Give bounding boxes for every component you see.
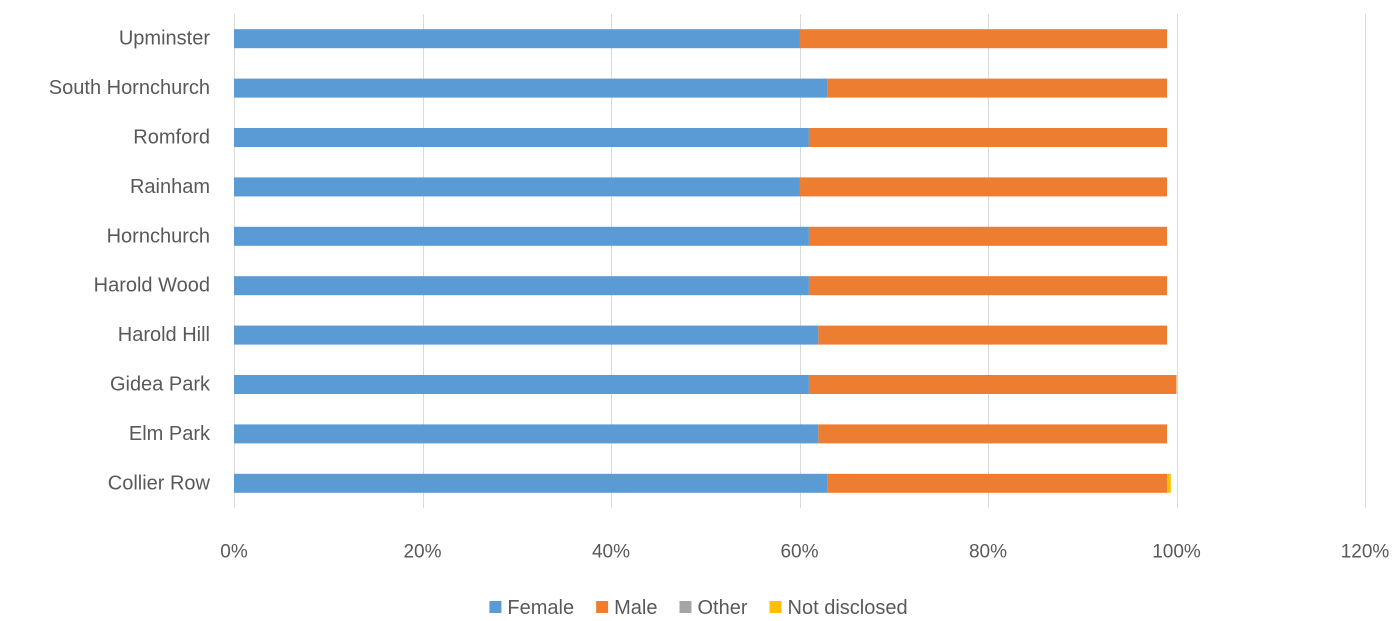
category-label: Gidea Park bbox=[110, 374, 211, 396]
bar-segment-male bbox=[808, 226, 1168, 246]
legend: Female Male Other Not disclosed bbox=[489, 597, 908, 619]
bar-segment-female bbox=[234, 473, 828, 493]
category-label: Romford bbox=[133, 127, 210, 149]
bar-segment-male bbox=[827, 78, 1168, 98]
bar-segment-female bbox=[234, 276, 809, 296]
category-label: Hornchurch bbox=[107, 225, 210, 247]
category-label: South Hornchurch bbox=[49, 77, 210, 99]
bar-segment-male bbox=[827, 473, 1168, 493]
bar-segment-female bbox=[234, 29, 800, 49]
legend-label-not-disclosed: Not disclosed bbox=[788, 597, 908, 619]
bar-segment-male bbox=[808, 375, 1177, 394]
x-tick-label: 20% bbox=[403, 542, 441, 563]
x-tick-label: 120% bbox=[1341, 542, 1390, 563]
category-label: Elm Park bbox=[129, 423, 211, 445]
bar-segment-male bbox=[808, 276, 1168, 296]
legend-swatch-male bbox=[596, 601, 609, 613]
x-tick-label: 80% bbox=[969, 542, 1007, 563]
x-tick-label: 100% bbox=[1152, 542, 1201, 563]
legend-swatch-other bbox=[679, 601, 692, 613]
legend-label-male: Male bbox=[614, 597, 657, 619]
legend-label-other: Other bbox=[697, 597, 747, 619]
bar-segment-female bbox=[234, 177, 800, 197]
bar-segment-not-disclosed bbox=[1167, 473, 1171, 493]
category-label: Rainham bbox=[130, 176, 210, 198]
x-tick-label: 60% bbox=[780, 542, 818, 563]
bar-segment-female bbox=[234, 226, 809, 246]
legend-swatch-female bbox=[489, 601, 502, 613]
bar-segment-male bbox=[799, 177, 1168, 197]
x-tick-label: 40% bbox=[592, 542, 630, 563]
bar-segment-female bbox=[234, 78, 828, 98]
x-tick-label: 0% bbox=[220, 542, 248, 563]
bar-segment-male bbox=[799, 29, 1168, 49]
category-label: Upminster bbox=[119, 28, 210, 50]
category-label: Harold Hill bbox=[118, 324, 210, 346]
category-label: Harold Wood bbox=[94, 275, 210, 297]
bar-segment-female bbox=[234, 424, 819, 444]
x-axis-tick-labels: 0% 20% 40% 60% 80% 100% 120% bbox=[220, 542, 1389, 563]
bar-segment-male bbox=[818, 424, 1168, 444]
category-labels: Collier Row Elm Park Gidea Park Harold Hill… bbox=[49, 28, 211, 495]
bar-segment-female bbox=[234, 375, 809, 394]
category-label: Collier Row bbox=[108, 472, 211, 494]
legend-swatch-not-disclosed bbox=[769, 601, 782, 613]
legend-label-female: Female bbox=[507, 597, 574, 619]
bar-segment-male bbox=[808, 128, 1168, 147]
bars bbox=[234, 29, 1177, 493]
bar-segment-male bbox=[818, 325, 1168, 345]
bar-segment-female bbox=[234, 128, 809, 147]
bar-segment-female bbox=[234, 325, 819, 345]
